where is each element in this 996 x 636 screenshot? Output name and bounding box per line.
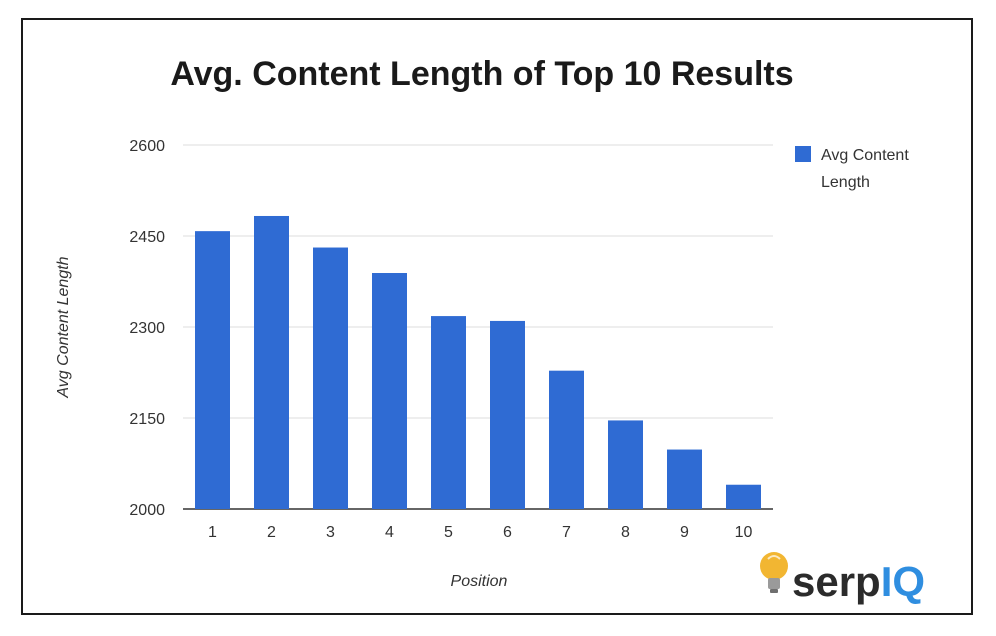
logo-serp: serp (792, 558, 881, 605)
chart-frame (21, 18, 973, 615)
x-tick-label: 9 (680, 524, 689, 541)
x-tick-label: 10 (735, 524, 753, 541)
y-tick-label: 2000 (129, 502, 165, 519)
bar-position-4 (372, 273, 407, 509)
x-tick-label: 5 (444, 524, 453, 541)
bar-position-8 (608, 420, 643, 509)
bar-position-1 (195, 231, 230, 509)
bar-position-9 (667, 449, 702, 509)
bar-position-7 (549, 370, 584, 509)
y-axis-title: Avg Content Length (55, 256, 72, 398)
bars (195, 215, 761, 510)
x-tick-label: 8 (621, 524, 630, 541)
x-tick-labels: 1 2 3 4 5 6 7 8 9 10 (208, 524, 752, 541)
legend-swatch (795, 146, 811, 162)
x-tick-label: 4 (385, 524, 394, 541)
legend: Avg Content Length (795, 146, 909, 191)
legend-label-line-2: Length (821, 174, 870, 191)
serpiq-logo: serpIQ (760, 552, 925, 605)
lightbulb-icon (760, 552, 788, 593)
logo-text: serpIQ (792, 558, 925, 605)
logo-iq: IQ (881, 558, 925, 605)
chart-title: Avg. Content Length of Top 10 Results (170, 55, 793, 93)
bar-position-10 (726, 484, 761, 509)
x-axis-title: Position (451, 573, 508, 590)
legend-label-line-1: Avg Content (821, 147, 909, 164)
bar-position-2 (254, 215, 289, 510)
x-tick-label: 3 (326, 524, 335, 541)
bar-position-5 (431, 316, 466, 509)
x-tick-label: 6 (503, 524, 512, 541)
y-tick-label: 2150 (129, 411, 165, 428)
y-tick-labels: 2000 2150 2300 2450 2600 (129, 138, 165, 519)
bar-position-6 (490, 320, 525, 509)
y-tick-label: 2300 (129, 320, 165, 337)
x-tick-label: 2 (267, 524, 276, 541)
bar-position-3 (313, 247, 348, 509)
x-tick-label: 1 (208, 524, 217, 541)
y-tick-label: 2450 (129, 229, 165, 246)
x-tick-label: 7 (562, 524, 571, 541)
y-tick-label: 2600 (129, 138, 165, 155)
